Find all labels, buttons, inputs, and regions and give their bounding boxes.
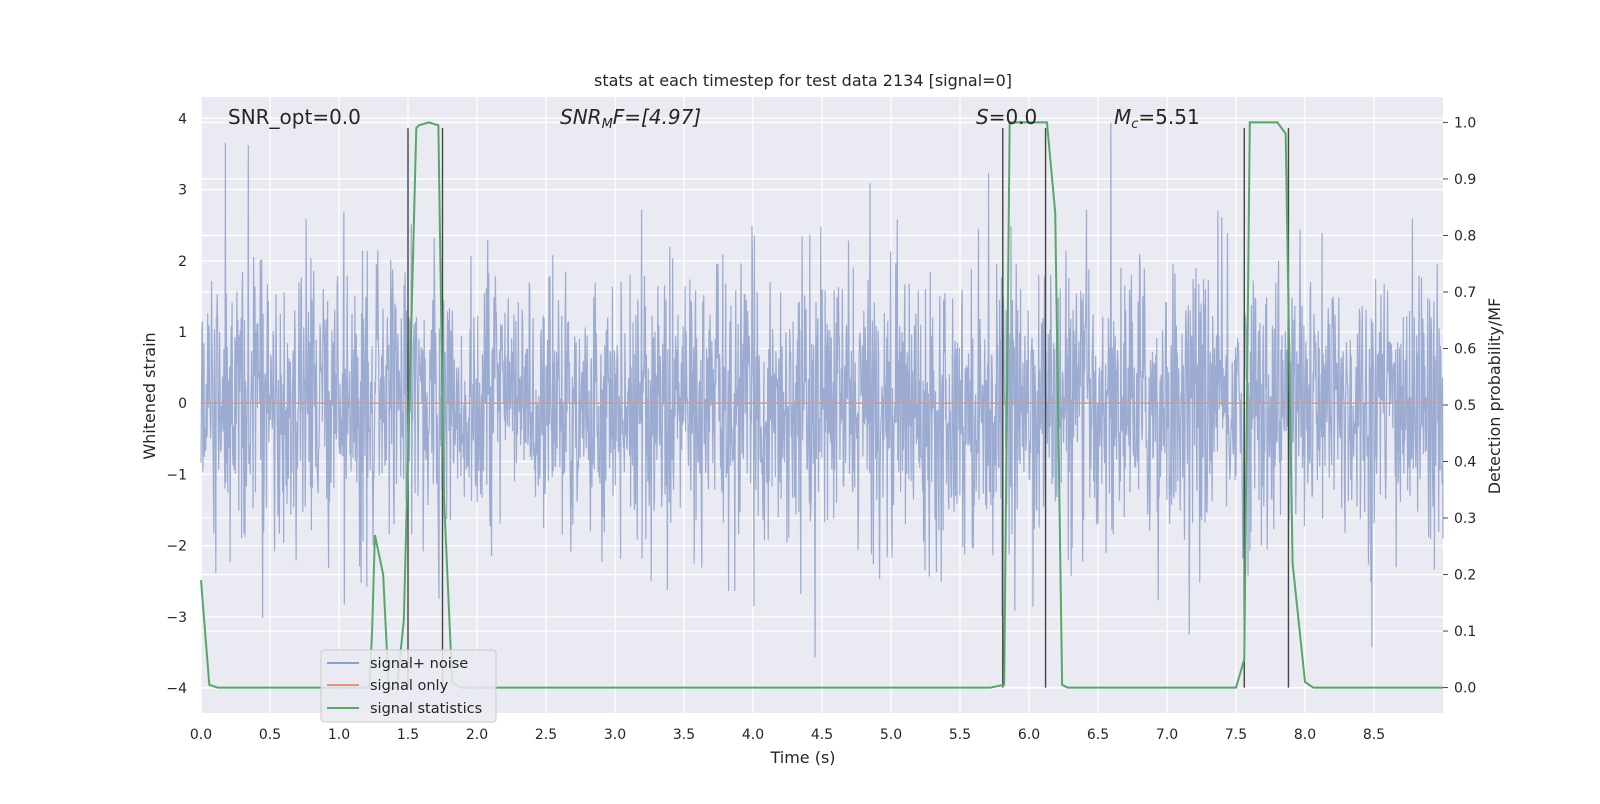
x-tick-label: 4.5	[811, 727, 833, 743]
ticks: 0.0 0.5 1.0 1.5 2.0 2.5 3.0 3.5 4.0 4.5 5.0 5.5 6.0 6…	[166, 111, 1476, 743]
annotation-s-base: S	[976, 105, 989, 129]
y-right-tick-label: 0.9	[1454, 172, 1476, 188]
y-right-tick-label: 0.5	[1454, 398, 1476, 414]
x-tick-label: 8.5	[1363, 727, 1385, 743]
x-tick-label: 1.0	[328, 727, 350, 743]
annotation-mc-tail: =5.51	[1138, 105, 1199, 129]
y-left-tick-label: −2	[166, 539, 187, 555]
y-axis-label-left: Whitened strain	[140, 332, 159, 459]
x-tick-label: 3.0	[604, 727, 626, 743]
annotation-snr-opt: SNR_opt=0.0	[228, 105, 361, 129]
annotation-snr-mf-tail: F=[4.97]	[613, 105, 701, 129]
x-tick-label: 1.5	[397, 727, 419, 743]
y-right-tick-label: 1.0	[1454, 115, 1476, 131]
y-right-tick-label: 0.7	[1454, 285, 1476, 301]
y-left-tick-label: −3	[166, 610, 187, 626]
x-tick-label: 2.0	[466, 727, 488, 743]
y-left-tick-label: 1	[178, 325, 187, 341]
y-right-tick-label: 0.3	[1454, 511, 1476, 527]
x-tick-label: 2.5	[535, 727, 557, 743]
y-axis-label-right: Detection probability/MF	[1485, 298, 1504, 495]
x-tick-label: 0.0	[190, 727, 212, 743]
chart-title: stats at each timestep for test data 213…	[594, 71, 1012, 90]
y-right-tick-label: 0.1	[1454, 624, 1476, 640]
annotation-snr-mf-sub: M	[602, 117, 613, 132]
annotation-mc: Mc=5.51	[1114, 105, 1200, 132]
x-tick-label: 5.0	[880, 727, 902, 743]
x-tick-label: 4.0	[742, 727, 764, 743]
y-right-tick-label: 0.8	[1454, 228, 1476, 244]
legend-label-signal-only: signal only	[370, 678, 449, 694]
annotation-snr-mf-base: SNR	[560, 105, 602, 129]
x-tick-label: 0.5	[259, 727, 281, 743]
y-left-tick-label: 2	[178, 254, 187, 270]
legend: signal+ noise signal only signal statist…	[320, 649, 497, 723]
legend-label-signal-noise: signal+ noise	[370, 656, 468, 672]
y-left-tick-label: 4	[178, 111, 187, 127]
annotation-mc-sub: c	[1131, 117, 1138, 132]
x-axis-label: Time (s)	[769, 748, 835, 767]
y-left-tick-label: 0	[178, 396, 187, 412]
y-right-tick-label: 0.0	[1454, 681, 1476, 697]
annotation-snr-mf: SNRMF=[4.97]	[560, 105, 701, 132]
y-right-tick-label: 0.2	[1454, 568, 1476, 584]
x-tick-label: 7.0	[1156, 727, 1178, 743]
annotation-s-tail: =0.0	[989, 105, 1038, 129]
annotation-mc-base: M	[1114, 105, 1131, 129]
y-left-tick-label: 3	[178, 183, 187, 199]
x-tick-label: 8.0	[1294, 727, 1316, 743]
y-right-tick-label: 0.6	[1454, 341, 1476, 357]
x-tick-label: 6.0	[1018, 727, 1040, 743]
y-right-tick-label: 0.4	[1454, 455, 1476, 471]
x-tick-label: 7.5	[1225, 727, 1247, 743]
legend-label-signal-statistics: signal statistics	[370, 701, 482, 717]
y-left-tick-label: −1	[166, 467, 187, 483]
annotation-s: S=0.0	[976, 105, 1037, 129]
legend-box	[320, 649, 497, 723]
x-tick-label: 5.5	[949, 727, 971, 743]
x-tick-label: 3.5	[673, 727, 695, 743]
x-tick-label: 6.5	[1087, 727, 1109, 743]
y-left-tick-label: −4	[166, 681, 187, 697]
